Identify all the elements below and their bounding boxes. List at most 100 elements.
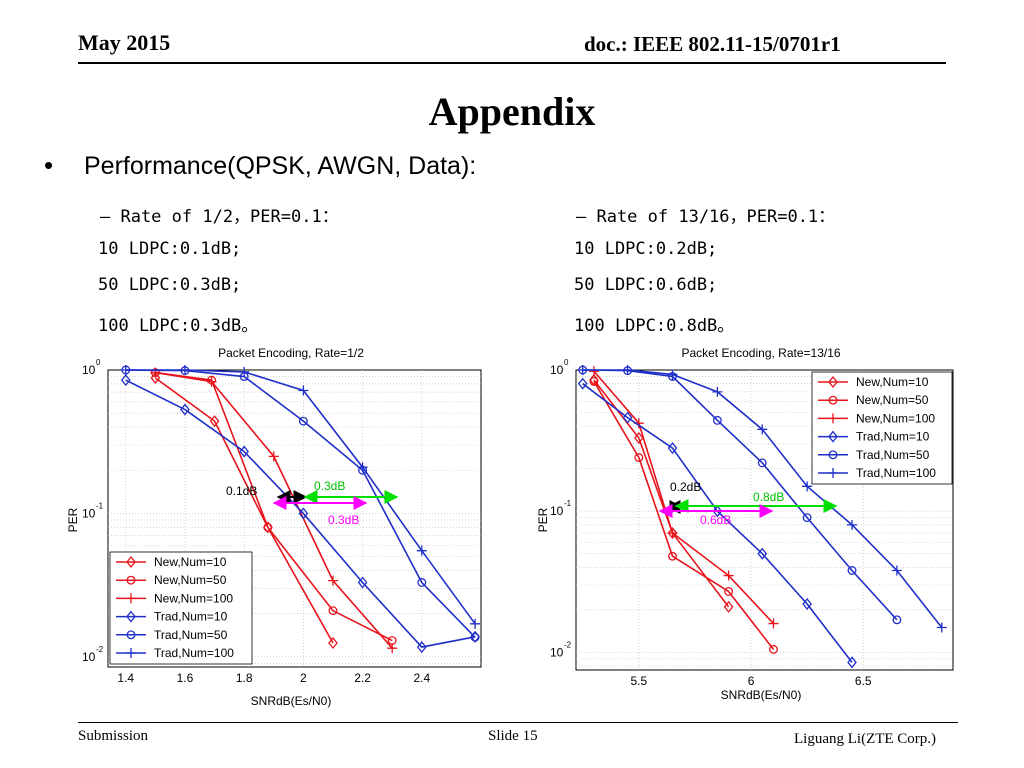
y-tick-label: 10 [550, 363, 564, 377]
legend-label: New,Num=50 [856, 393, 929, 407]
bullet-marker: • [44, 150, 54, 180]
data-point [120, 374, 131, 387]
data-point [589, 376, 599, 386]
right-notes-line-1: 10 LDPC:0.2dB; [574, 239, 718, 259]
chart1-title: Packet Encoding, Rate=1/2 [218, 346, 364, 360]
y-tick-exponent: 0 [564, 358, 569, 367]
data-point [417, 578, 427, 587]
data-point [209, 415, 220, 428]
chart2-ylabel: PER [536, 507, 550, 532]
data-point [847, 656, 857, 669]
legend-label: Trad,Num=100 [856, 466, 936, 480]
legend-box [811, 371, 953, 485]
data-point [126, 610, 136, 623]
left-notes-line-2: 50 LDPC:0.3dB; [98, 275, 242, 295]
data-point [768, 618, 779, 629]
x-tick-label: 1.4 [117, 671, 134, 685]
x-tick-label: 6.5 [855, 674, 872, 688]
legend-label: New,Num=10 [856, 375, 929, 389]
data-point [667, 369, 678, 380]
data-point [470, 632, 480, 642]
data-point [126, 648, 136, 658]
series-line [155, 371, 393, 642]
data-point [470, 618, 481, 629]
legend-label: Trad,Num=10 [154, 610, 228, 624]
data-point [416, 545, 427, 556]
data-point [802, 513, 812, 523]
right-notes-line-2: 50 LDPC:0.6dB; [574, 275, 718, 295]
x-tick-label: 2.4 [413, 671, 430, 685]
slide-title: Appendix [428, 89, 596, 134]
footer-rule [78, 722, 958, 723]
data-point [757, 424, 768, 435]
data-point [298, 385, 309, 396]
series-line [582, 369, 898, 621]
chart2-title: Packet Encoding, Rate=13/16 [681, 346, 840, 360]
data-point [239, 445, 250, 458]
header-date: May 2015 [78, 30, 171, 55]
data-point [328, 606, 338, 616]
y-tick-label: 10 [550, 645, 564, 659]
x-tick-label: 2 [300, 671, 307, 685]
legend-label: New,Num=50 [154, 573, 227, 587]
chart2-annotation-1: 0.8dB [753, 490, 784, 504]
data-point [588, 366, 599, 377]
data-point [668, 551, 677, 561]
x-tick-label: 2.2 [354, 671, 371, 685]
x-tick-label: 5.5 [630, 674, 647, 688]
data-point [416, 641, 427, 654]
data-point [150, 371, 161, 385]
chart1-annotation-2: 0.3dB [328, 513, 359, 527]
data-point [298, 507, 309, 520]
data-point [577, 377, 588, 390]
data-point [828, 430, 838, 443]
data-point [847, 566, 857, 575]
data-point [126, 555, 136, 569]
right-notes-line-3: 100 LDPC:0.8dB。 [574, 316, 735, 336]
data-point [179, 365, 190, 375]
right-notes-heading: – Rate of 13/16，PER=0.1： [576, 207, 836, 227]
left-notes-line-3: 100 LDPC:0.3dB。 [98, 316, 259, 336]
data-point [634, 431, 644, 445]
data-point [757, 458, 767, 468]
legend-label: Trad,Num=100 [154, 646, 234, 660]
legend-label: New,Num=100 [856, 411, 935, 425]
data-point [802, 597, 812, 611]
chart1-annotation-0: 0.1dB [226, 484, 257, 498]
data-point [239, 366, 250, 377]
legend-label: Trad,Num=50 [154, 628, 228, 642]
data-point [891, 565, 902, 576]
data-point [634, 453, 644, 462]
data-point [622, 411, 633, 424]
series-line [125, 379, 476, 648]
data-point [667, 528, 678, 539]
data-point [357, 462, 368, 473]
data-point [126, 630, 136, 640]
data-point [577, 365, 588, 375]
data-point [327, 575, 338, 586]
data-point [263, 522, 273, 532]
data-point [622, 365, 633, 375]
y-tick-label: 10 [82, 506, 96, 520]
data-point [206, 376, 217, 387]
plot-frame [107, 369, 482, 668]
x-tick-label: 1.6 [177, 671, 194, 685]
x-tick-label: 1.8 [236, 671, 253, 685]
chart1-annotation-1: 0.3dB [314, 479, 345, 493]
chart1-xlabel: SNRdB(Es/N0) [251, 694, 332, 708]
y-tick-exponent: -2 [96, 645, 104, 654]
data-point [723, 600, 734, 613]
y-tick-exponent: -1 [96, 501, 104, 510]
bullet-text: Performance(QPSK, AWGN, Data): [84, 152, 477, 180]
legend-box [109, 551, 253, 665]
legend-label: New,Num=100 [154, 591, 233, 605]
data-point [828, 395, 838, 405]
left-notes-line-1: 10 LDPC:0.1dB; [98, 239, 242, 259]
series-line [593, 381, 775, 650]
chart2-annotation-2: 0.6dB [700, 513, 731, 527]
data-point [936, 622, 947, 633]
data-point [892, 615, 902, 625]
data-point [724, 587, 734, 596]
footer-left: Submission [78, 728, 149, 744]
